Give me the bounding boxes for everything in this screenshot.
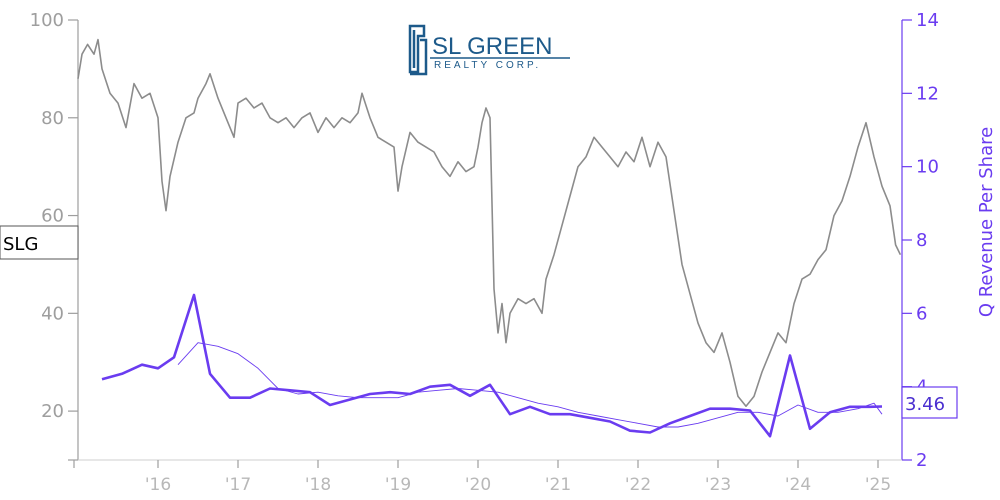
x-tick-label: '16 <box>145 475 171 495</box>
x-tick-label: '22 <box>625 475 651 495</box>
right-tick-label: 10 <box>916 157 939 178</box>
left-axis: 20 40 60 80 100 <box>30 10 79 461</box>
series-price-line <box>77 38 902 407</box>
ticker-box-frame <box>0 225 79 260</box>
ticker-label: SLG <box>3 234 38 255</box>
logo-line1: SL GREEN <box>432 33 552 60</box>
x-tick-label: '17 <box>225 475 251 495</box>
right-tick-label: 2 <box>916 450 927 471</box>
right-tick-label: 12 <box>916 83 939 104</box>
left-tick-label: 40 <box>41 303 64 324</box>
logo-line2: REALTY CORP. <box>434 60 541 71</box>
left-tick-label: 20 <box>41 401 64 422</box>
right-axis-title: Q Revenue Per Share <box>976 127 997 317</box>
x-tick-label: '18 <box>305 475 331 495</box>
x-tick-label: '19 <box>385 475 411 495</box>
right-axis: 2468101214 <box>901 10 939 471</box>
ticker-box: SLG <box>0 225 79 260</box>
series-revenue-line <box>101 293 883 438</box>
last-value-box: 3.46 <box>901 386 958 419</box>
x-axis: '16 '17 '18 '19 '20 '21 '22 '23 '24 '25 <box>73 459 902 495</box>
x-tick-label: '24 <box>785 475 811 495</box>
x-tick-label: '21 <box>545 475 571 495</box>
x-tick-label: '20 <box>465 475 491 495</box>
logo-mark-icon <box>408 24 428 76</box>
right-tick-label: 8 <box>916 230 927 251</box>
last-value-frame <box>901 386 958 419</box>
right-tick-label: 6 <box>916 303 927 324</box>
left-tick-label: 60 <box>41 206 64 227</box>
left-tick-label: 80 <box>41 108 64 129</box>
company-logo: SL GREEN REALTY CORP. <box>408 24 570 76</box>
right-tick-label: 14 <box>916 10 939 31</box>
x-tick-label: '25 <box>865 475 891 495</box>
last-value-label: 3.46 <box>905 394 945 415</box>
series-layer <box>77 38 902 438</box>
x-tick-label: '23 <box>705 475 731 495</box>
left-tick-label: 100 <box>30 10 64 31</box>
series-revenue-average-line <box>177 342 883 428</box>
